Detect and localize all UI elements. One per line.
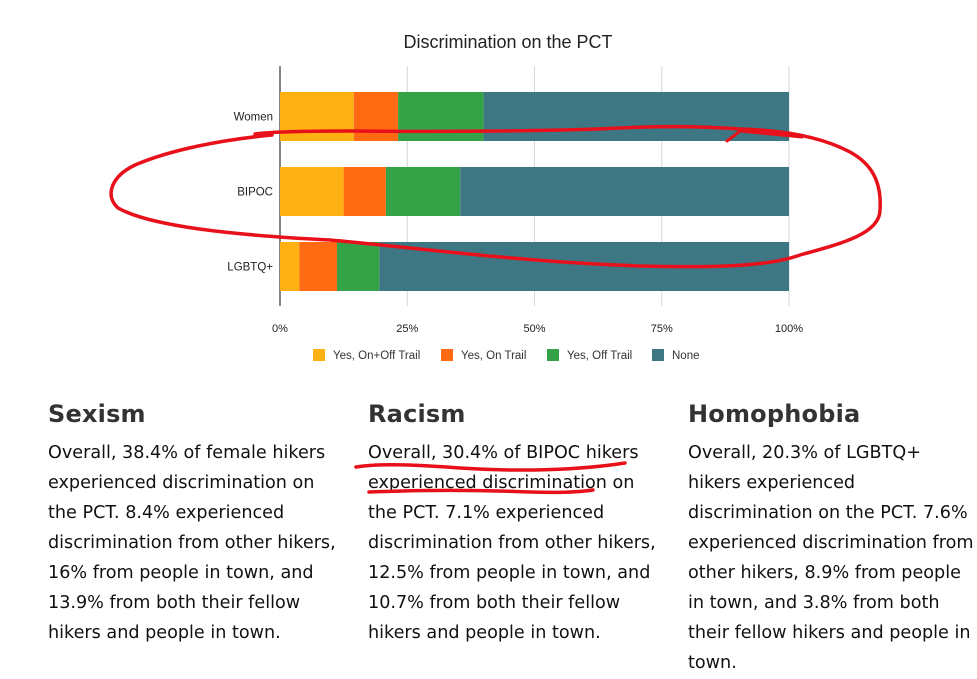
bar-segment — [343, 167, 386, 216]
section-sexism: Sexism Overall, 38.4% of female hikers e… — [48, 400, 338, 648]
legend-label: Yes, On Trail — [461, 350, 526, 362]
category-label: LGBTQ+ — [227, 262, 273, 274]
bar-segment — [353, 92, 399, 141]
legend-item: None — [652, 349, 700, 362]
section-heading: Homophobia — [688, 400, 861, 428]
bar-segment — [483, 92, 789, 141]
bar-segment — [280, 167, 344, 216]
legend-swatch — [652, 349, 664, 361]
section-homophobia: Homophobia Overall, 20.3% of LGBTQ+ hike… — [688, 400, 977, 678]
category-label: Women — [234, 112, 273, 124]
legend-label: Yes, Off Trail — [567, 350, 632, 362]
legend-label: Yes, On+Off Trail — [333, 350, 420, 362]
x-tick-label: 25% — [396, 323, 418, 335]
category-labels: Women BIPOC LGBTQ+ — [227, 112, 273, 274]
bar-segment — [460, 167, 789, 216]
bar-segment — [398, 92, 484, 141]
x-tick-label: 0% — [272, 323, 288, 335]
bar-segment — [379, 242, 789, 291]
legend-item: Yes, On+Off Trail — [313, 349, 420, 362]
bar-segment — [280, 92, 354, 141]
x-tick-label: 75% — [651, 323, 673, 335]
chart-title: Discrimination on the PCT — [403, 32, 612, 52]
section-racism: Racism Overall, 30.4% of BIPOC hikers ex… — [368, 400, 658, 648]
bar-segment — [337, 242, 380, 291]
legend-swatch — [547, 349, 559, 361]
section-heading: Sexism — [48, 400, 146, 428]
x-axis-ticks: 0% 25% 50% 75% 100% — [272, 323, 803, 335]
legend-label: None — [672, 350, 700, 362]
section-text: Overall, 38.4% of female hikers experien… — [48, 443, 336, 643]
legend-swatch — [313, 349, 325, 361]
legend-swatch — [441, 349, 453, 361]
x-tick-label: 50% — [523, 323, 545, 335]
section-heading: Racism — [368, 400, 466, 428]
chart-bars — [280, 92, 789, 291]
x-tick-label: 100% — [775, 323, 803, 335]
category-label: BIPOC — [237, 187, 273, 199]
section-text: Overall, 20.3% of LGBTQ+ hikers experien… — [688, 443, 974, 673]
legend-item: Yes, On Trail — [441, 349, 526, 362]
bar-segment — [385, 167, 461, 216]
legend-item: Yes, Off Trail — [547, 349, 632, 362]
section-text: Overall, 30.4% of BIPOC hikers experienc… — [368, 443, 656, 643]
bar-segment — [280, 242, 300, 291]
stacked-bar-chart: Discrimination on the PCT Women BIPOC LGBT… — [227, 32, 803, 362]
chart-legend: Yes, On+Off Trail Yes, On Trail Yes, Off T… — [313, 349, 700, 362]
bar-segment — [299, 242, 338, 291]
